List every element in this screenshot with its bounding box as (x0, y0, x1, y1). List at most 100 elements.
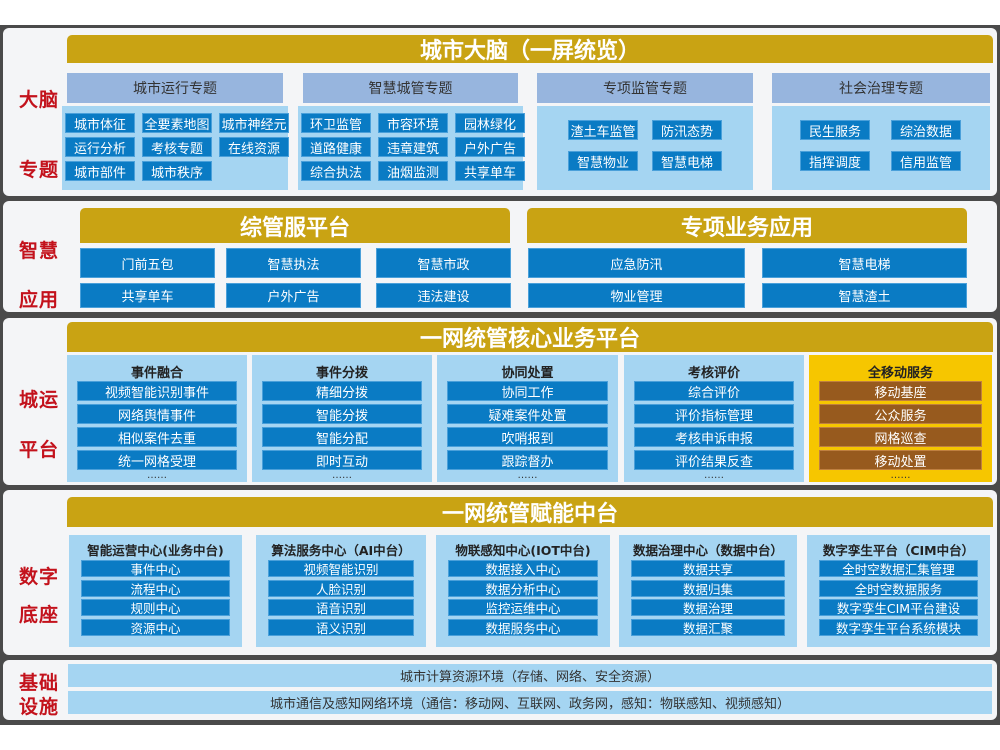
module-title: 事件融合 (130, 366, 183, 381)
infra-bar: 城市计算资源环境（存储、网络、安全资源） (68, 664, 992, 687)
module-button[interactable]: 综合评价 (634, 381, 794, 401)
topic-button[interactable]: 城市体征 (65, 113, 135, 133)
app-button[interactable]: 门前五包 (80, 248, 215, 278)
group-header: 城市运行专题 (67, 73, 283, 103)
app-button[interactable]: 户外广告 (226, 283, 361, 308)
app-button[interactable]: 违法建设 (376, 283, 511, 308)
app-button[interactable]: 智慧执法 (226, 248, 361, 278)
topic-button[interactable]: 道路健康 (301, 137, 371, 157)
center-button[interactable]: 数据分析中心 (448, 579, 598, 597)
module-button[interactable]: 考核申诉申报 (634, 427, 794, 447)
center-title: 数字孪生平台（CIM中台） (822, 543, 975, 558)
app-button[interactable]: 智慧市政 (376, 248, 511, 278)
module-button[interactable]: 精细分拨 (262, 381, 422, 401)
module-button[interactable]: 疑难案件处置 (447, 404, 608, 424)
center-button[interactable]: 全时空数据汇集管理 (819, 560, 978, 577)
group-panel (772, 106, 990, 190)
topic-button[interactable]: 信用监管 (891, 151, 961, 171)
topic-button[interactable]: 全要素地图 (142, 113, 212, 133)
side-label: 专题 (19, 159, 60, 181)
center-title: 智能运营中心(业务中台) (87, 543, 224, 558)
topic-button[interactable]: 违章建筑 (378, 137, 448, 157)
module-button[interactable]: 移动基座 (819, 381, 982, 401)
topic-button[interactable]: 环卫监管 (301, 113, 371, 133)
app-button[interactable]: 共享单车 (80, 283, 215, 308)
topic-button[interactable]: 考核专题 (142, 137, 212, 157)
infra-bar: 城市通信及感知网络环境（通信：移动网、互联网、政务网，感知：物联感知、视频感知） (68, 691, 992, 714)
center-button[interactable]: 数字孪生CIM平台建设 (819, 599, 978, 616)
app-button[interactable]: 物业管理 (528, 283, 745, 308)
platform-title: 一网统管核心业务平台 (67, 322, 993, 352)
topic-button[interactable]: 在线资源 (219, 137, 289, 157)
module-button[interactable]: 跟踪督办 (447, 450, 608, 470)
center-button[interactable]: 视频智能识别 (268, 560, 414, 577)
center-button[interactable]: 数据接入中心 (448, 560, 598, 577)
module-button[interactable]: 智能分拨 (262, 404, 422, 424)
topic-button[interactable]: 市容环境 (378, 113, 448, 133)
module-title: 考核评价 (687, 366, 740, 381)
center-button[interactable]: 数据服务中心 (448, 618, 598, 636)
module-button[interactable]: 评价结果反查 (634, 450, 794, 470)
center-button[interactable]: 语义识别 (268, 618, 414, 636)
topic-button[interactable]: 智慧物业 (568, 151, 638, 171)
module-button[interactable]: 网络舆情事件 (77, 404, 237, 424)
side-label: 应用 (19, 289, 60, 311)
more-ellipsis: …… (517, 470, 538, 481)
module-button[interactable]: 智能分配 (262, 427, 422, 447)
topic-button[interactable]: 城市秩序 (142, 161, 212, 181)
topic-button[interactable]: 园林绿化 (455, 113, 525, 133)
center-title: 数据治理中心（数据中台） (632, 543, 783, 558)
module-button[interactable]: 公众服务 (819, 404, 982, 424)
group-panel (537, 106, 753, 190)
center-button[interactable]: 数字孪生平台系统模块 (819, 618, 978, 636)
module-button[interactable]: 移动处置 (819, 450, 982, 470)
topic-button[interactable]: 防汛态势 (652, 120, 722, 140)
center-button[interactable]: 语音识别 (268, 599, 414, 616)
center-button[interactable]: 人脸识别 (268, 579, 414, 597)
module-button[interactable]: 网格巡查 (819, 427, 982, 447)
topic-button[interactable]: 综合执法 (301, 161, 371, 181)
topic-button[interactable]: 民生服务 (800, 120, 870, 140)
app-button[interactable]: 应急防汛 (528, 248, 745, 278)
center-button[interactable]: 监控运维中心 (448, 599, 598, 616)
topic-button[interactable]: 共享单车 (455, 161, 525, 181)
more-ellipsis: …… (147, 470, 167, 481)
more-ellipsis: …… (704, 470, 724, 481)
topic-button[interactable]: 综治数据 (891, 120, 961, 140)
group-header: 专项监管专题 (537, 73, 753, 103)
side-label: 智慧 (19, 240, 60, 262)
topic-button[interactable]: 运行分析 (65, 137, 135, 157)
side-label: 基础 (19, 672, 60, 694)
more-ellipsis: …… (890, 470, 911, 481)
module-button[interactable]: 即时互动 (262, 450, 422, 470)
center-button[interactable]: 数据归集 (631, 579, 785, 597)
module-button[interactable]: 吹哨报到 (447, 427, 608, 447)
topic-button[interactable]: 智慧电梯 (652, 151, 722, 171)
center-button[interactable]: 资源中心 (81, 618, 230, 636)
center-button[interactable]: 规则中心 (81, 599, 230, 616)
module-button[interactable]: 视频智能识别事件 (77, 381, 237, 401)
module-button[interactable]: 相似案件去重 (77, 427, 237, 447)
side-label: 底座 (19, 604, 60, 626)
topic-button[interactable]: 指挥调度 (800, 151, 870, 171)
base-title: 一网统管赋能中台 (67, 497, 993, 527)
topic-button[interactable]: 油烟监测 (378, 161, 448, 181)
side-label: 城运 (19, 389, 60, 411)
center-button[interactable]: 数据治理 (631, 599, 785, 616)
center-button[interactable]: 数据共享 (631, 560, 785, 577)
topic-button[interactable]: 渣土车监管 (568, 120, 638, 140)
module-button[interactable]: 评价指标管理 (634, 404, 794, 424)
center-button[interactable]: 事件中心 (81, 560, 230, 577)
module-button[interactable]: 统一网格受理 (77, 450, 237, 470)
app-button[interactable]: 智慧渣土 (762, 283, 967, 308)
group-header: 社会治理专题 (772, 73, 990, 103)
center-button[interactable]: 全时空数据服务 (819, 579, 978, 597)
side-label: 大脑 (19, 89, 60, 111)
topic-button[interactable]: 城市部件 (65, 161, 135, 181)
center-button[interactable]: 流程中心 (81, 579, 230, 597)
topic-button[interactable]: 户外广告 (455, 137, 525, 157)
app-button[interactable]: 智慧电梯 (762, 248, 967, 278)
topic-button[interactable]: 城市神经元 (219, 113, 289, 133)
module-button[interactable]: 协同工作 (447, 381, 608, 401)
center-button[interactable]: 数据汇聚 (631, 618, 785, 636)
